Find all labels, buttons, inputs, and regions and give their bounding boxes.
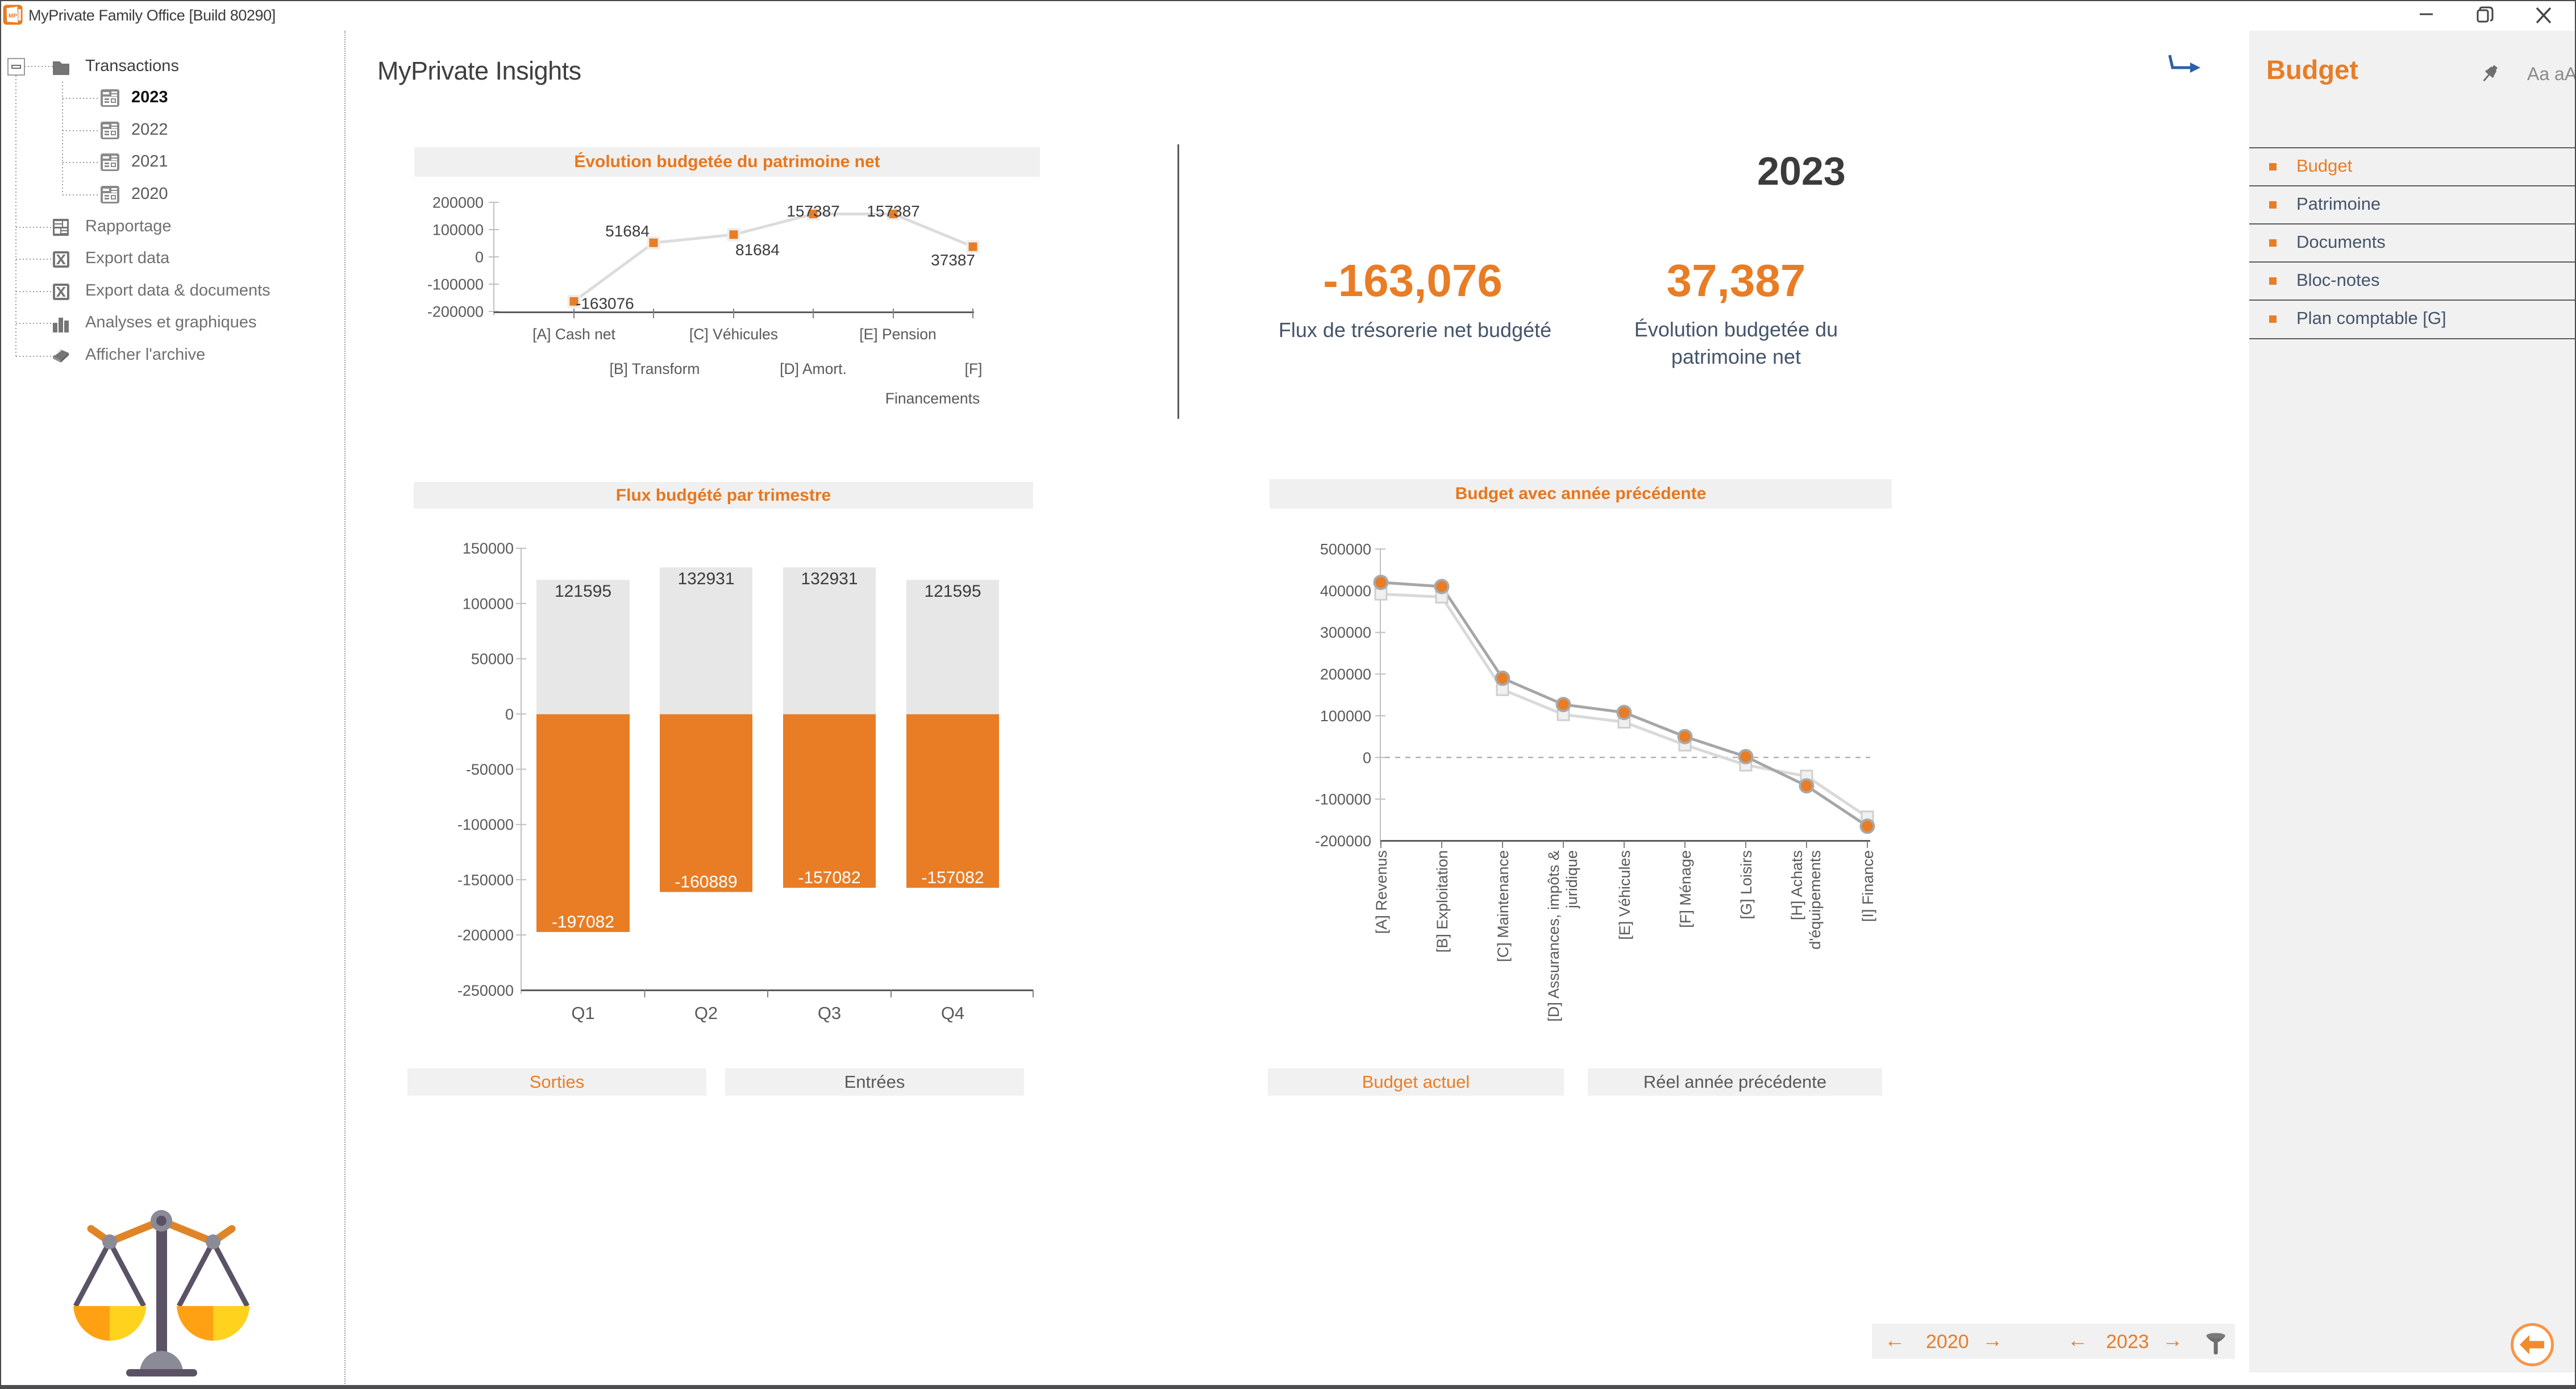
svg-text:[C] Maintenance: [C] Maintenance (1495, 850, 1512, 962)
svg-text:157387: 157387 (867, 202, 919, 220)
svg-text:[C] Véhicules: [C] Véhicules (689, 326, 778, 343)
svg-text:100000: 100000 (432, 222, 484, 239)
svg-text:[E] Véhicules: [E] Véhicules (1616, 850, 1633, 940)
svg-text:132931: 132931 (677, 569, 734, 588)
svg-text:-200000: -200000 (457, 927, 514, 944)
svg-text:100000: 100000 (1320, 708, 1371, 725)
svg-text:[E] Pension: [E] Pension (859, 326, 937, 343)
svg-text:-100000: -100000 (457, 816, 514, 833)
svg-text:50000: 50000 (471, 651, 514, 668)
svg-text:juridique: juridique (1563, 850, 1580, 909)
svg-text:[B] Exploitation: [B] Exploitation (1434, 850, 1451, 953)
svg-text:150000: 150000 (463, 540, 514, 557)
svg-text:-157082: -157082 (921, 868, 984, 887)
svg-text:-150000: -150000 (457, 871, 514, 888)
svg-text:500000: 500000 (1320, 541, 1371, 558)
svg-text:[I] Finance: [I] Finance (1859, 850, 1876, 922)
svg-text:-200000: -200000 (427, 303, 484, 321)
svg-text:-163076: -163076 (576, 295, 634, 313)
svg-text:132931: 132931 (801, 569, 858, 588)
svg-text:100000: 100000 (463, 595, 514, 612)
svg-text:-200000: -200000 (1315, 833, 1371, 850)
svg-text:0: 0 (1363, 749, 1371, 766)
svg-text:157387: 157387 (786, 202, 839, 220)
svg-text:121595: 121595 (924, 582, 981, 601)
svg-text:Q1: Q1 (571, 1003, 594, 1023)
svg-text:200000: 200000 (1320, 666, 1371, 683)
svg-text:0: 0 (475, 249, 484, 266)
svg-text:-250000: -250000 (457, 982, 514, 999)
svg-text:200000: 200000 (432, 194, 484, 211)
svg-text:[G] Loisirs: [G] Loisirs (1738, 850, 1755, 920)
svg-text:[H] Achats: [H] Achats (1788, 850, 1805, 920)
svg-text:-157082: -157082 (798, 868, 860, 887)
svg-text:-100000: -100000 (427, 276, 484, 293)
svg-text:300000: 300000 (1320, 624, 1371, 641)
svg-text:400000: 400000 (1320, 583, 1371, 600)
svg-text:-197082: -197082 (552, 913, 614, 931)
svg-text:Q2: Q2 (694, 1003, 718, 1023)
svg-text:-160889: -160889 (675, 873, 737, 892)
svg-text:-100000: -100000 (1315, 791, 1371, 808)
svg-text:[D] Amort.: [D] Amort. (780, 360, 847, 377)
svg-text:[F] Ménage: [F] Ménage (1677, 850, 1694, 928)
svg-text:Financements: Financements (885, 390, 980, 407)
svg-text:[F]: [F] (965, 360, 983, 377)
svg-text:[A] Revenus: [A] Revenus (1373, 850, 1390, 934)
svg-text:81684: 81684 (735, 241, 780, 259)
svg-text:[A] Cash net: [A] Cash net (532, 326, 615, 343)
svg-text:[D] Assurances, impôts &: [D] Assurances, impôts & (1545, 850, 1562, 1022)
svg-text:121595: 121595 (555, 582, 611, 601)
svg-text:[B] Transform: [B] Transform (609, 360, 700, 377)
svg-text:-50000: -50000 (466, 761, 514, 778)
svg-text:37387: 37387 (931, 251, 975, 269)
svg-text:0: 0 (505, 706, 514, 723)
svg-text:Q4: Q4 (941, 1003, 964, 1023)
svg-text:51684: 51684 (605, 222, 650, 240)
svg-text:d'équipements: d'équipements (1807, 850, 1824, 950)
svg-text:MP: MP (9, 13, 17, 19)
svg-text:Q3: Q3 (818, 1003, 841, 1023)
